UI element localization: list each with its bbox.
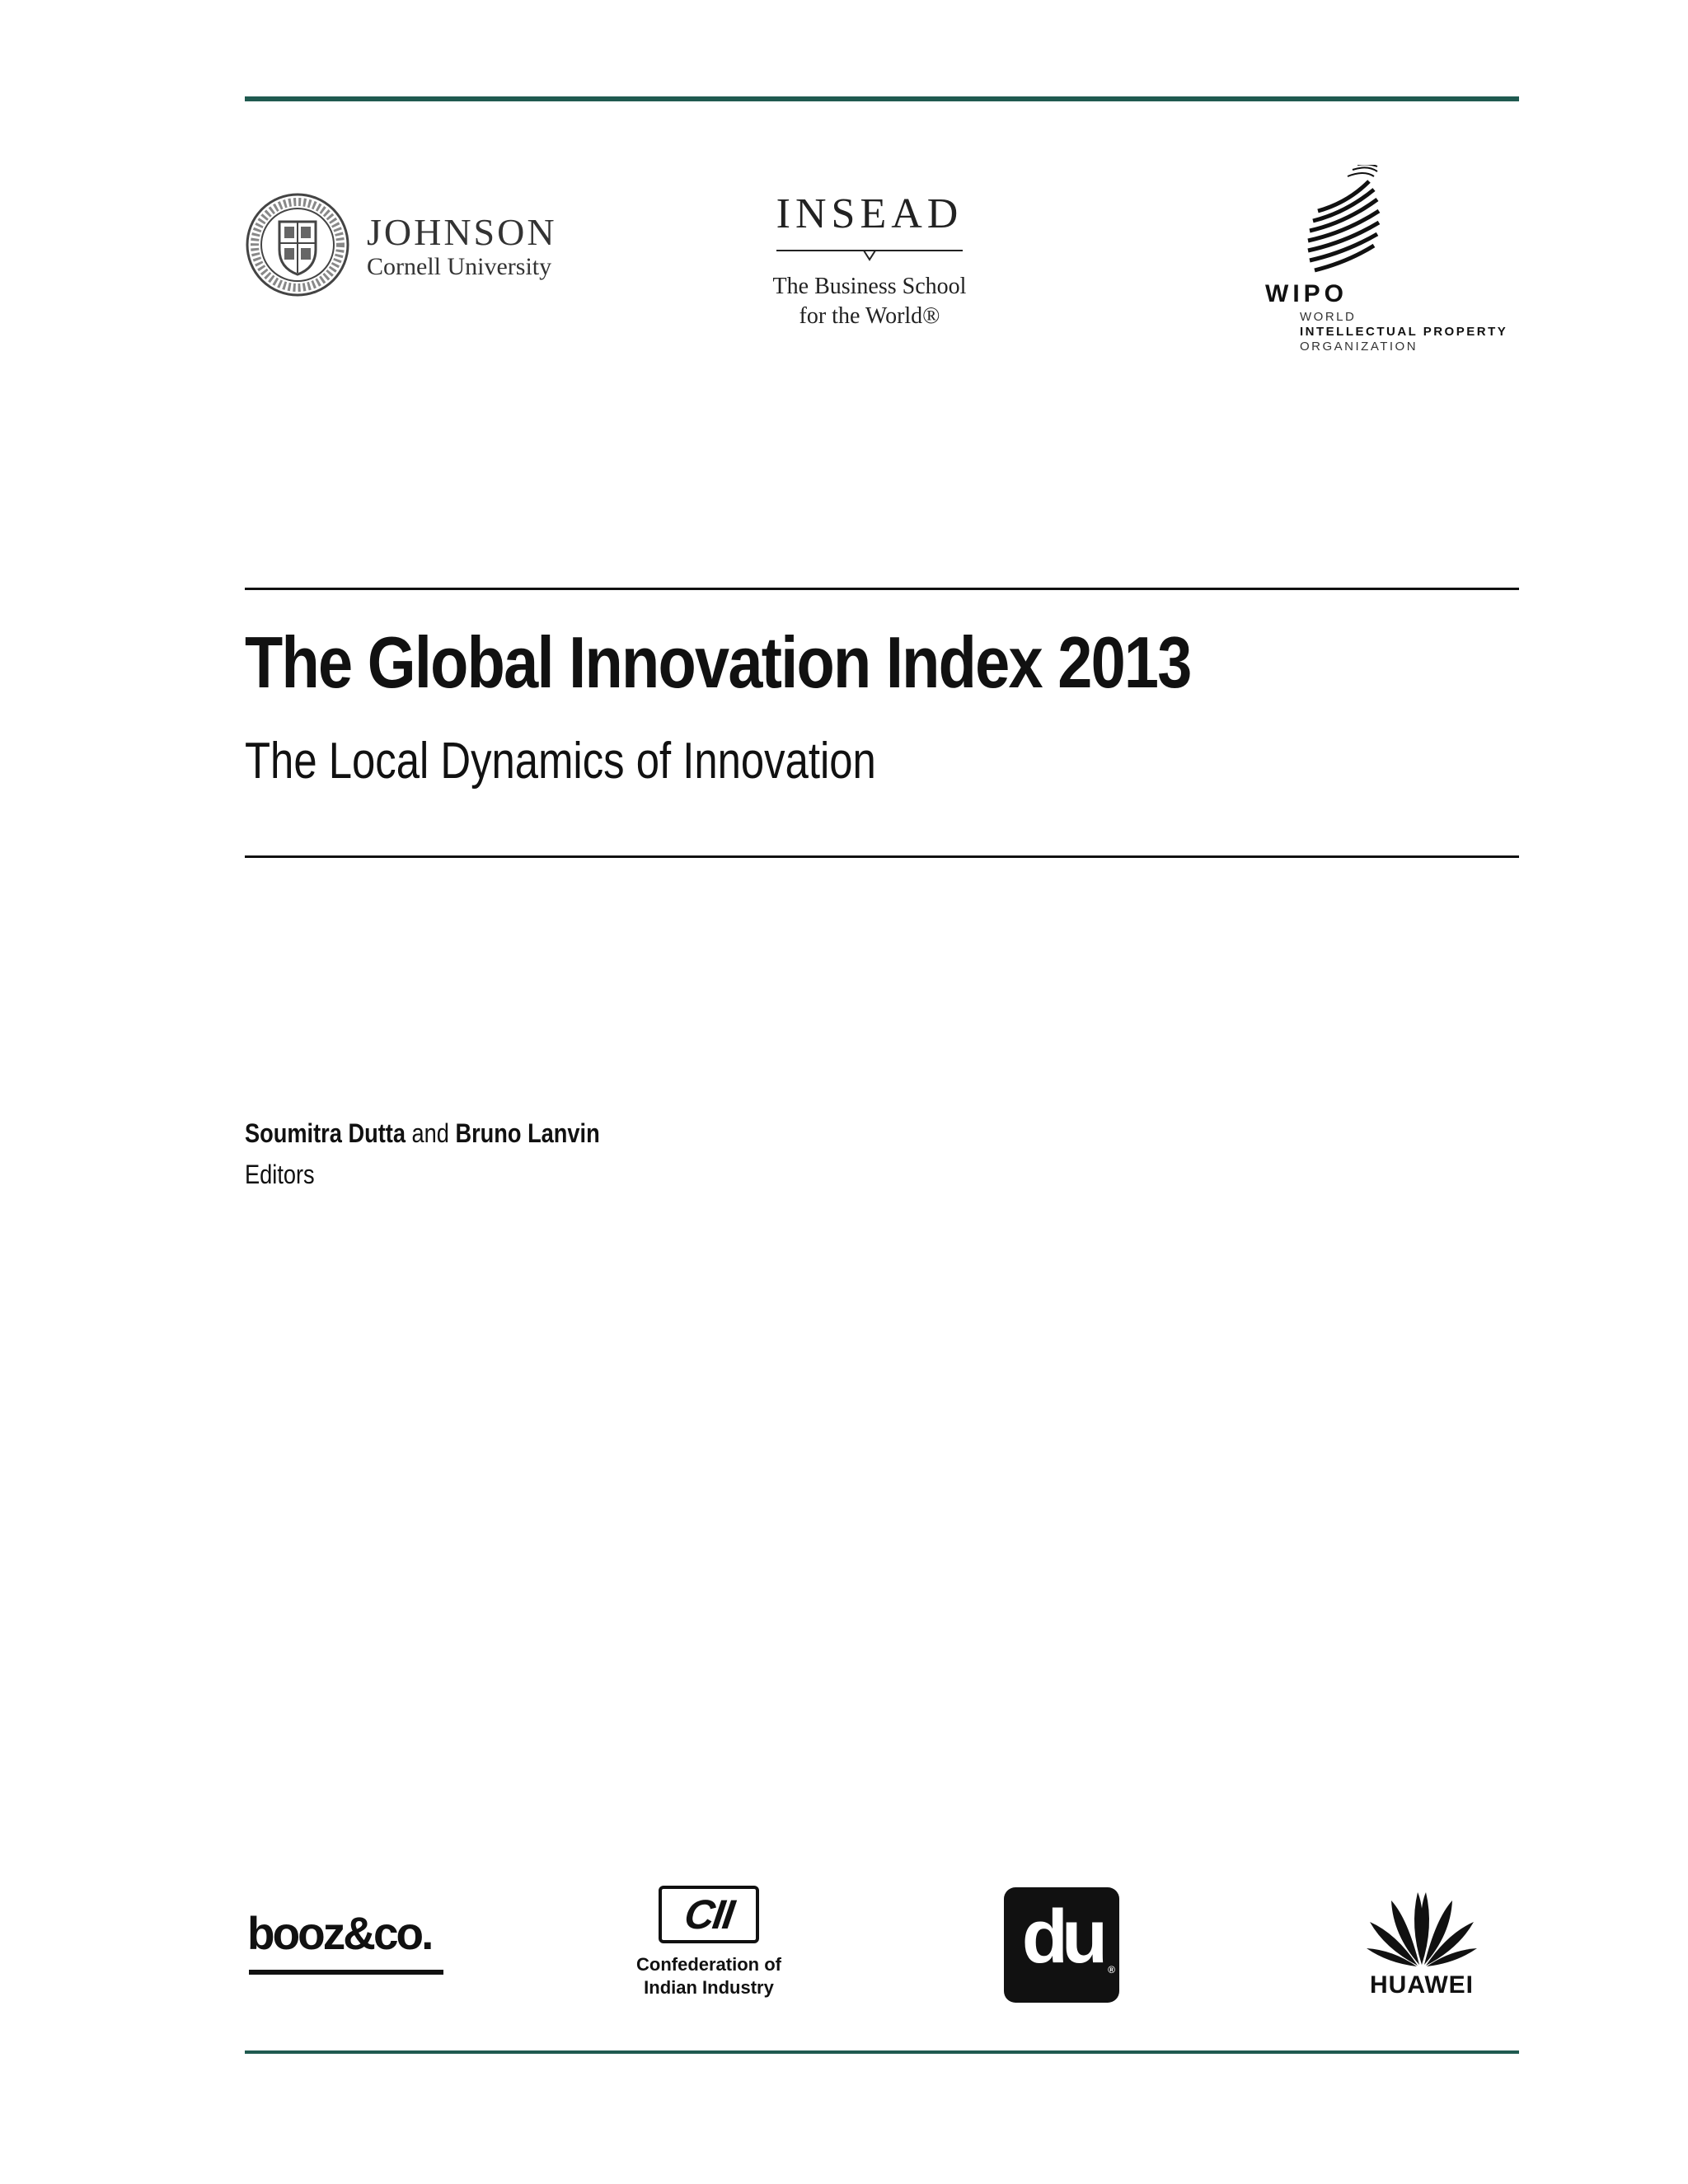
cii-label-line1: Confederation of [636, 1954, 781, 1975]
editors-role: Editors [245, 1160, 315, 1189]
editors-conjunction: and [405, 1118, 456, 1148]
insead-tagline: The Business School for the World® [725, 272, 1014, 332]
bottom-rule [245, 2050, 1519, 2054]
title-bottom-rule [245, 855, 1519, 858]
insead-wordmark: INSEAD [776, 190, 964, 237]
cii-label: Confederation of Indian Industry [622, 1953, 795, 1999]
insead-divider-icon [776, 250, 963, 261]
huawei-logo: HUAWEI [1352, 1886, 1492, 2009]
wipo-acronym: WIPO [1265, 280, 1348, 307]
wipo-logo: WIPO WORLD INTELLECTUAL PROPERTY ORGANIZ… [1265, 165, 1545, 363]
wipo-globe-icon [1307, 165, 1381, 273]
wipo-line3: ORGANIZATION [1300, 340, 1418, 354]
huawei-petals-icon [1367, 1892, 1477, 1966]
johnson-wordmark: JOHNSON [367, 211, 557, 253]
page-title: The Global Innovation Index 2013 [245, 621, 1192, 703]
cii-logo: CII Confederation of Indian Industry [622, 1886, 795, 2009]
cii-mark-box: CII [659, 1886, 759, 1943]
editor-name-2: Bruno Lanvin [455, 1118, 600, 1148]
cii-mark: CII [682, 1891, 736, 1938]
top-rule [245, 96, 1519, 101]
wipo-line1: WORLD [1300, 310, 1357, 324]
insead-tagline-line1: The Business School [772, 274, 967, 299]
cornell-university-label: Cornell University [367, 253, 552, 280]
insead-tagline-line2: for the World® [799, 303, 940, 330]
cii-label-line2: Indian Industry [644, 1977, 774, 1998]
wipo-line2: INTELLECTUAL PROPERTY [1300, 325, 1508, 339]
page-subtitle: The Local Dynamics of Innovation [245, 733, 876, 790]
booz-co-underline [249, 1970, 443, 1975]
editors-block: Soumitra Dutta and Bruno Lanvin Editors [245, 1113, 600, 1195]
johnson-cornell-logo: JOHNSON Cornell University [245, 192, 591, 299]
cornell-seal-icon [246, 193, 349, 297]
editors-names: Soumitra Dutta and Bruno Lanvin [245, 1113, 600, 1154]
title-top-rule [245, 588, 1519, 590]
du-mark: du [1021, 1895, 1108, 1979]
insead-logo: INSEAD The Business School for the World… [725, 190, 1014, 334]
huawei-wordmark: HUAWEI [1370, 1971, 1474, 1999]
editor-name-1: Soumitra Dutta [245, 1118, 406, 1148]
du-logo: du ® [1004, 1887, 1119, 2003]
wipo-full-name: WORLD INTELLECTUAL PROPERTY ORGANIZATION [1300, 310, 1507, 354]
du-registered-mark: ® [1108, 1964, 1115, 1975]
booz-co-logo: booz&co. [247, 1907, 434, 1959]
